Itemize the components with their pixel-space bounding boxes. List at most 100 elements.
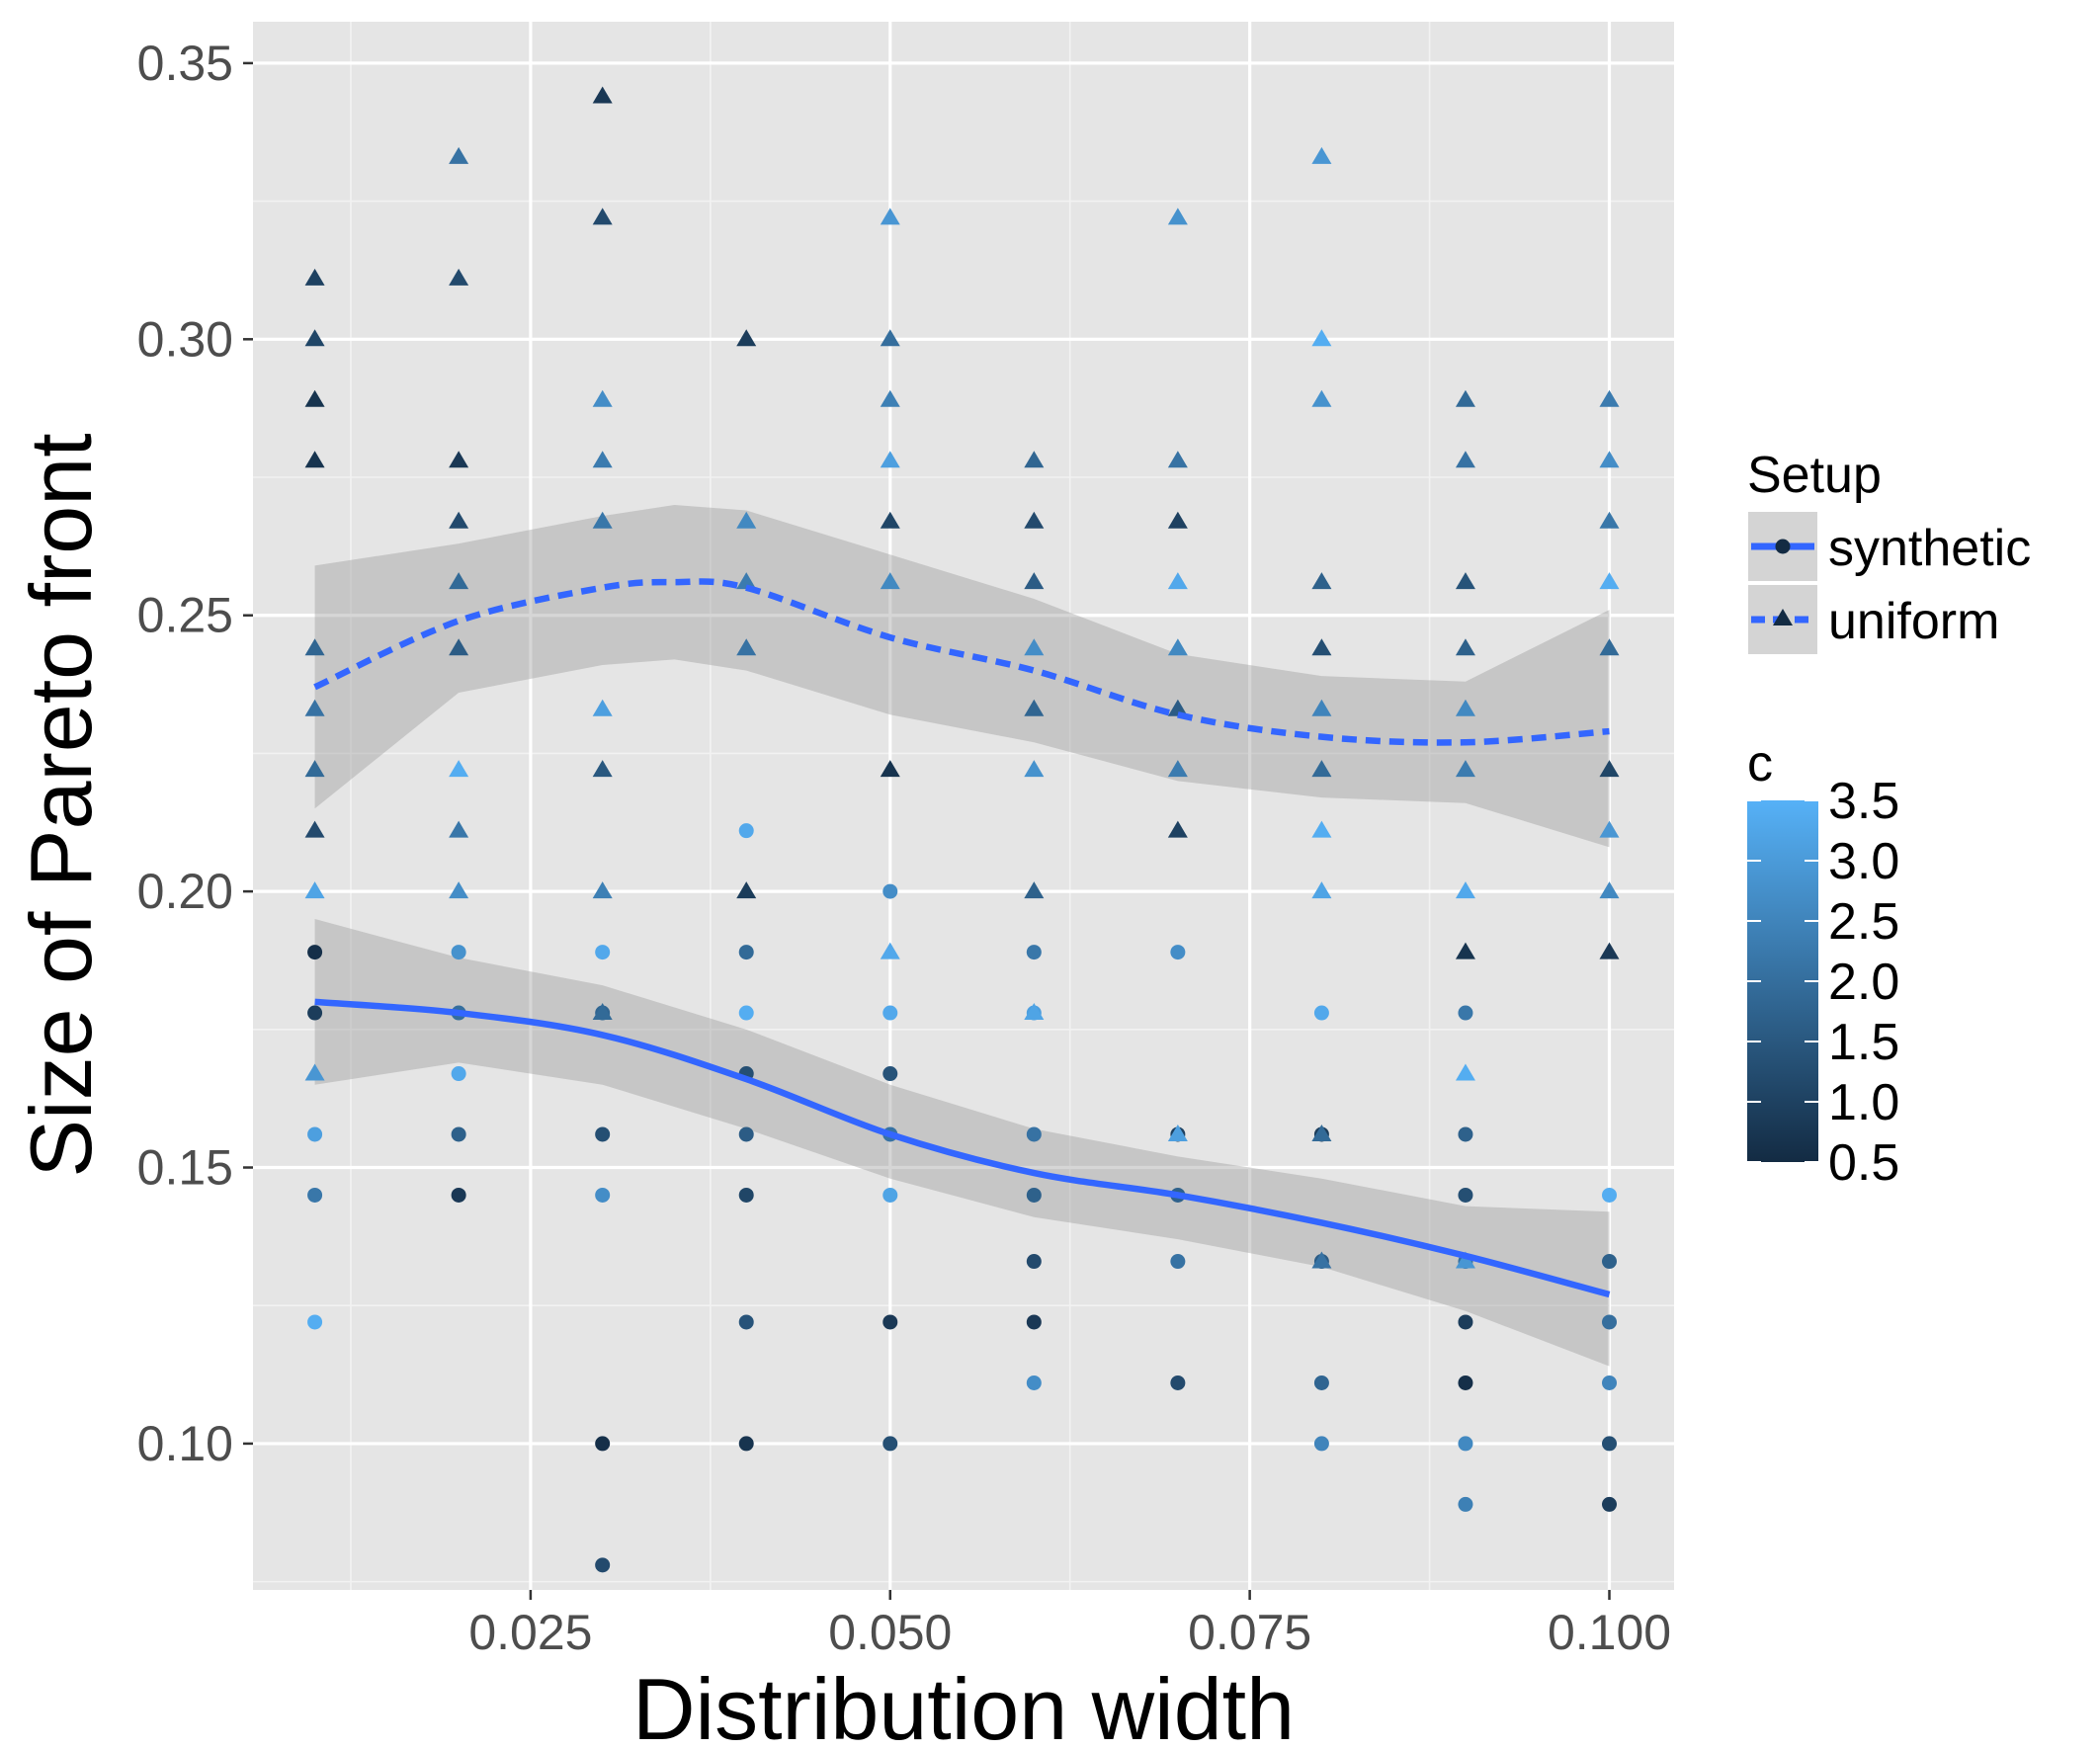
point-uniform xyxy=(592,760,613,778)
point-synthetic xyxy=(1458,1187,1473,1203)
confidence-ribbons xyxy=(314,504,1610,1367)
point-uniform xyxy=(1024,1003,1045,1021)
point-uniform xyxy=(449,760,469,778)
point-uniform xyxy=(592,451,613,468)
point-uniform xyxy=(1167,572,1188,590)
point-synthetic xyxy=(451,1126,466,1142)
point-uniform xyxy=(1455,1063,1475,1081)
point-uniform xyxy=(1599,511,1620,529)
colorbar-tick-label: 1.0 xyxy=(1828,1074,1899,1131)
point-synthetic xyxy=(1026,945,1042,960)
point-uniform xyxy=(880,760,900,778)
color-scale-legend: c 0.51.01.52.02.53.03.5 xyxy=(1747,735,1899,1192)
confidence-ribbon-uniform xyxy=(314,504,1610,848)
point-uniform xyxy=(1599,881,1620,899)
point-synthetic xyxy=(738,1005,754,1021)
point-synthetic xyxy=(595,945,611,960)
point-synthetic xyxy=(882,1436,898,1452)
point-synthetic xyxy=(1026,1375,1042,1390)
point-uniform xyxy=(1599,760,1620,778)
point-uniform xyxy=(304,820,325,838)
point-uniform xyxy=(1024,511,1045,529)
point-synthetic xyxy=(1458,1436,1473,1452)
point-synthetic xyxy=(738,1187,754,1203)
point-synthetic xyxy=(882,1005,898,1021)
point-uniform xyxy=(449,146,469,164)
point-synthetic xyxy=(595,1557,611,1573)
point-synthetic xyxy=(1026,1314,1042,1330)
point-uniform xyxy=(449,881,469,899)
point-synthetic xyxy=(595,1126,611,1142)
point-uniform xyxy=(1599,451,1620,468)
point-synthetic xyxy=(307,1187,323,1203)
point-uniform xyxy=(1455,881,1475,899)
point-uniform xyxy=(880,329,900,347)
point-uniform xyxy=(1455,1251,1475,1269)
point-synthetic xyxy=(882,1314,898,1330)
point-synthetic xyxy=(1170,1254,1186,1270)
point-uniform xyxy=(592,86,613,104)
point-synthetic xyxy=(1026,1187,1042,1203)
point-uniform xyxy=(880,942,900,959)
point-uniform xyxy=(592,389,613,407)
legend-entry-uniform: uniform xyxy=(1746,583,1999,656)
smooth-line-uniform xyxy=(313,578,1610,746)
point-synthetic xyxy=(882,883,898,899)
point-synthetic xyxy=(1170,945,1186,960)
point-uniform xyxy=(1024,760,1045,778)
point-synthetic xyxy=(1170,1375,1186,1390)
point-synthetic xyxy=(307,1126,323,1142)
colorbar-tick-label: 2.5 xyxy=(1828,893,1899,951)
data-points xyxy=(304,86,1620,1573)
point-synthetic xyxy=(738,823,754,839)
point-uniform xyxy=(1311,638,1332,656)
point-uniform xyxy=(1455,638,1475,656)
point-uniform xyxy=(1167,1124,1188,1141)
point-uniform xyxy=(880,451,900,468)
point-synthetic xyxy=(1602,1187,1618,1203)
point-uniform xyxy=(449,638,469,656)
point-synthetic xyxy=(307,1005,323,1021)
y-tick-label: 0.10 xyxy=(137,1416,233,1471)
point-synthetic xyxy=(1313,1436,1329,1452)
point-synthetic xyxy=(1458,1496,1473,1512)
point-uniform xyxy=(1311,329,1332,347)
y-tick-label: 0.15 xyxy=(137,1140,233,1196)
y-axis: 0.10 0.15 0.20 0.25 0.30 0.35 xyxy=(137,36,253,1471)
point-uniform xyxy=(880,572,900,590)
point-uniform xyxy=(1311,572,1332,590)
setup-legend-title: Setup xyxy=(1747,447,1882,504)
smooth-line-synthetic xyxy=(314,998,1611,1298)
point-synthetic xyxy=(595,1187,611,1203)
point-synthetic xyxy=(738,945,754,960)
point-uniform xyxy=(736,638,757,656)
point-synthetic xyxy=(451,945,466,960)
point-uniform xyxy=(1024,638,1045,656)
y-tick-label: 0.35 xyxy=(137,36,233,91)
colorbar-ticks: 0.51.01.52.02.53.03.5 xyxy=(1747,773,1899,1192)
point-uniform xyxy=(736,881,757,899)
point-synthetic xyxy=(1602,1496,1618,1512)
point-uniform xyxy=(1311,760,1332,778)
point-uniform xyxy=(304,881,325,899)
x-tick-label: 0.100 xyxy=(1548,1605,1671,1660)
point-uniform xyxy=(1455,699,1475,716)
point-synthetic xyxy=(1026,1254,1042,1270)
y-tick-label: 0.20 xyxy=(137,864,233,919)
point-uniform xyxy=(1455,942,1475,959)
point-uniform xyxy=(449,572,469,590)
point-uniform xyxy=(1167,760,1188,778)
x-axis-title: Distribution width xyxy=(632,1660,1295,1750)
point-uniform xyxy=(449,451,469,468)
point-uniform xyxy=(1599,638,1620,656)
point-synthetic xyxy=(738,1126,754,1142)
point-uniform xyxy=(592,699,613,716)
point-synthetic xyxy=(1313,1005,1329,1021)
point-uniform xyxy=(592,1003,613,1021)
point-uniform xyxy=(304,329,325,347)
point-uniform xyxy=(1167,820,1188,838)
x-tick-label: 0.050 xyxy=(828,1605,952,1660)
point-uniform xyxy=(449,268,469,286)
point-uniform xyxy=(1599,572,1620,590)
